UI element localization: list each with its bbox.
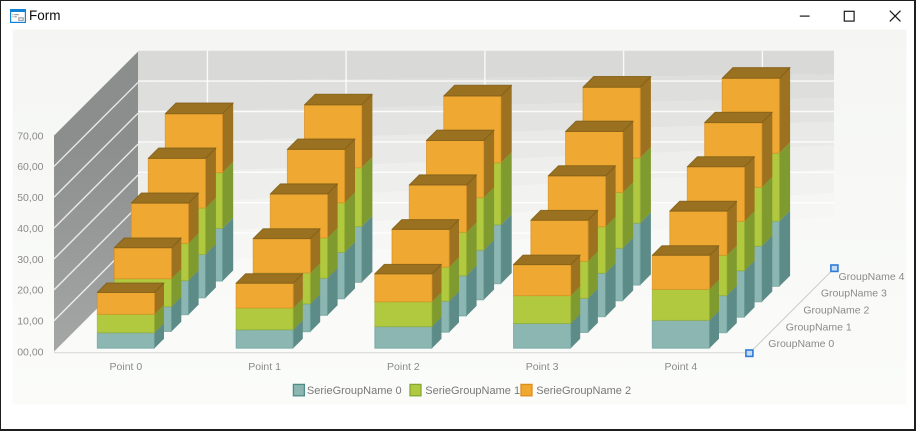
svg-text:SerieGroupName 2: SerieGroupName 2 [536,385,631,397]
svg-text:Point 4: Point 4 [665,361,698,373]
svg-text:GroupName 4: GroupName 4 [839,271,905,283]
svg-text:70,00: 70,00 [17,130,43,142]
svg-text:Point 2: Point 2 [387,361,420,373]
svg-text:Point 3: Point 3 [526,361,559,373]
svg-text:50,00: 50,00 [17,192,43,204]
svg-text:30,00: 30,00 [17,254,43,266]
svg-text:Point 0: Point 0 [110,361,143,373]
svg-text:40,00: 40,00 [17,223,43,235]
svg-text:GroupName 2: GroupName 2 [803,305,869,317]
svg-text:GroupName 0: GroupName 0 [768,338,834,350]
svg-text:10,00: 10,00 [17,316,43,328]
svg-text:00,00: 00,00 [17,346,43,358]
svg-text:60,00: 60,00 [17,161,43,173]
svg-text:SerieGroupName 1: SerieGroupName 1 [425,385,520,397]
svg-text:Point 1: Point 1 [248,361,281,373]
svg-text:SerieGroupName 0: SerieGroupName 0 [307,385,402,397]
svg-text:GroupName 1: GroupName 1 [786,321,852,333]
svg-text:GroupName 3: GroupName 3 [821,288,887,300]
svg-text:20,00: 20,00 [17,285,43,297]
